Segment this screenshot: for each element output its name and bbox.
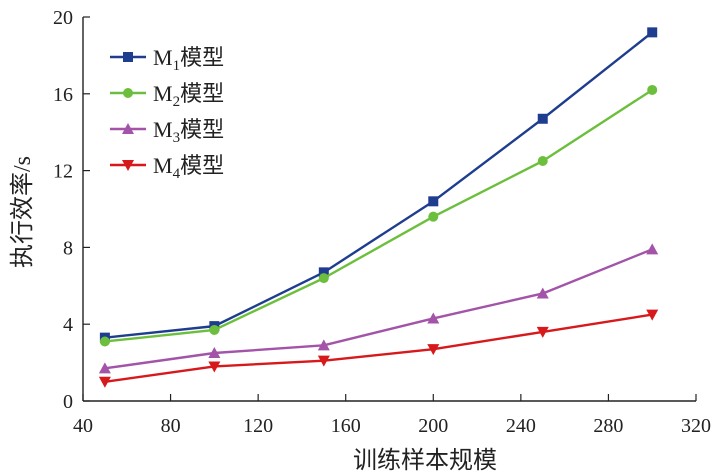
series-3: [98, 243, 659, 374]
x-tick-label: 160: [331, 415, 361, 437]
data-point: [536, 326, 549, 338]
series-4: [98, 309, 659, 388]
axes: 40 80 120 160 200 240 280 320 0 4 8 12 16 20: [53, 7, 711, 437]
legend-label: M1模型: [153, 45, 224, 74]
legend-marker: [123, 88, 133, 98]
data-point: [647, 27, 658, 38]
data-point: [428, 211, 439, 222]
legend-item-2: M2模型: [110, 81, 224, 110]
x-tick-label: 120: [243, 415, 273, 437]
series-line-2: [104, 88, 653, 343]
legend: M1模型 M2模型 M3模型 M4模型: [110, 45, 224, 182]
data-point: [318, 267, 329, 278]
series-2: [99, 84, 658, 347]
series-line-1: [104, 31, 653, 339]
legend-label: M3模型: [153, 117, 224, 146]
legend-marker: [122, 160, 134, 171]
data-point: [317, 339, 330, 351]
y-tick-label: 8: [63, 237, 73, 259]
data-point: [208, 347, 221, 358]
x-tick-label: 80: [161, 415, 181, 437]
x-tick-label: 200: [418, 415, 448, 437]
data-point: [98, 376, 111, 388]
legend-label: M2模型: [153, 81, 224, 110]
data-point: [99, 336, 110, 347]
legend-label: M4模型: [153, 153, 224, 182]
data-point: [427, 312, 440, 324]
data-point: [209, 324, 220, 335]
legend-marker: [122, 123, 134, 134]
legend-item-4: M4模型: [110, 153, 224, 182]
x-tick-label: 40: [73, 415, 93, 437]
x-axis-title: 训练样本规模: [353, 447, 497, 474]
y-tick-label: 4: [63, 314, 73, 336]
data-point: [427, 344, 440, 356]
y-tick-label: 0: [63, 391, 73, 413]
legend-marker: [123, 52, 133, 62]
y-tick-label: 12: [53, 161, 73, 183]
series-1: [99, 27, 658, 343]
data-point: [98, 362, 111, 374]
data-point: [537, 113, 548, 124]
data-point: [208, 361, 221, 373]
data-point: [537, 156, 548, 166]
data-point: [318, 273, 329, 284]
series-line-3: [104, 248, 653, 370]
legend-item-3: M3模型: [110, 117, 224, 146]
y-tick-label: 20: [53, 7, 73, 29]
data-point: [428, 196, 439, 207]
data-point: [647, 84, 658, 95]
data-point: [317, 355, 330, 367]
x-tick-label: 280: [593, 415, 623, 437]
data-point: [536, 287, 549, 299]
series-line-4: [104, 313, 653, 383]
x-tick-label: 240: [506, 415, 536, 437]
y-axis-title: 执行效率/s: [9, 156, 36, 268]
legend-item-1: M1模型: [110, 45, 224, 74]
data-point: [646, 309, 659, 321]
series-layer: [98, 27, 659, 388]
y-tick-label: 16: [53, 84, 73, 106]
x-tick-label: 320: [681, 415, 711, 437]
data-point: [646, 243, 659, 255]
